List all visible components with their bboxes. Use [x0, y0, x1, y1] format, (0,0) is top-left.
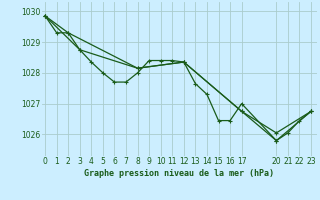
X-axis label: Graphe pression niveau de la mer (hPa): Graphe pression niveau de la mer (hPa)	[84, 169, 274, 178]
